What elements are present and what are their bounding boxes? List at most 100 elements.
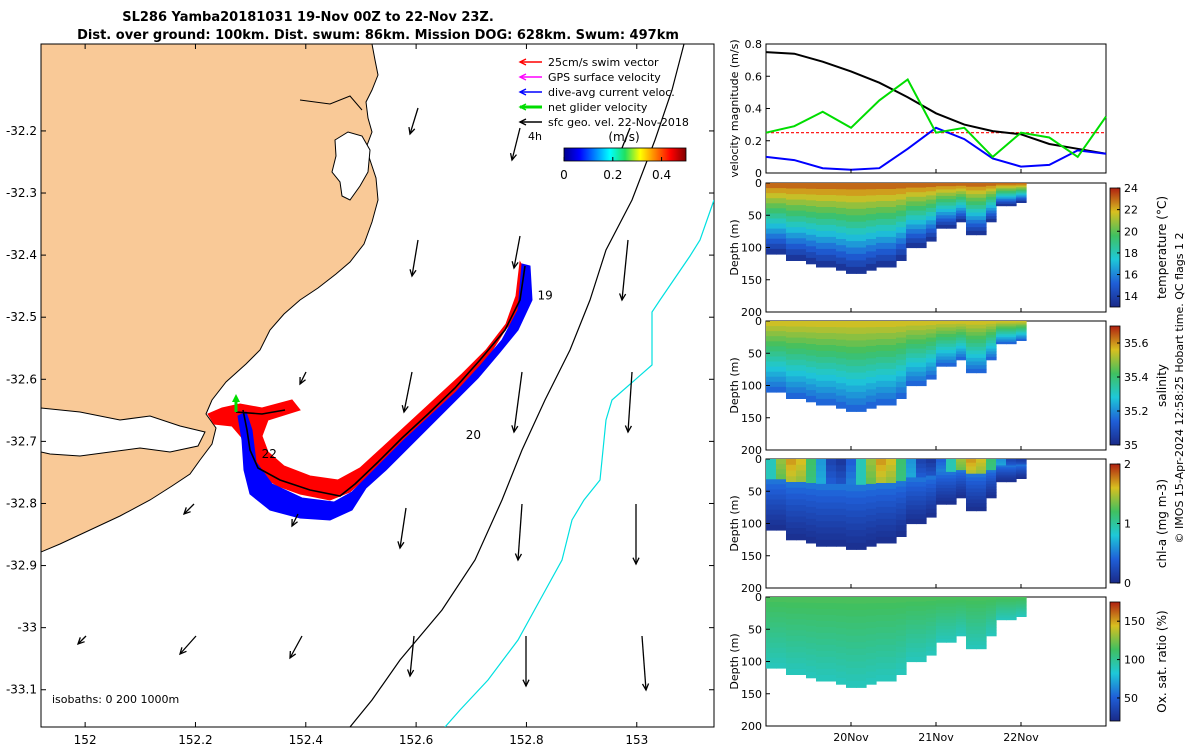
heatmap-cell [786,188,797,195]
heatmap-cell [826,345,837,352]
heatmap-cell [796,205,807,212]
heatmap-cell [826,327,837,334]
heatmap-cell [866,533,877,541]
heatmap-cell [986,334,997,339]
legend-label: GPS surface velocity [548,71,661,84]
heatmap-cell [836,195,847,203]
heatmap-cell [846,622,857,630]
heatmap-cell [926,370,937,376]
heatmap-cell [996,342,1007,345]
geo-velocity-arrow [511,127,521,161]
heatmap-cell [926,362,937,368]
heatmap-cell [846,655,857,663]
heatmap-cell [796,510,807,518]
heatmap-cell [926,492,937,497]
heatmap-cell [946,613,957,617]
heatmap-cell [806,660,817,667]
heatmap-cell [956,348,967,352]
heatmap-cell [846,353,857,361]
heatmap-cell [836,183,847,190]
heatmap-cell [976,615,987,620]
heatmap-cell [906,459,917,465]
heatmap-cell [896,205,907,212]
heatmap-cell [876,236,887,244]
heatmap-cell [886,386,897,394]
heatmap-cell [946,350,957,354]
heatmap-cell [936,183,947,187]
heatmap-cell [766,366,777,373]
velocity-ytick-label: 0.8 [745,38,763,51]
heatmap-cell [836,345,847,353]
heatmap-cell [916,652,927,658]
heatmap-cell [906,339,917,345]
heatmap-cell [896,530,907,537]
heatmap-cell [956,334,967,339]
heatmap-cell [806,530,817,538]
heatmap-cell [866,521,877,528]
heatmap-cell [926,508,937,514]
heatmap-cell [776,341,787,347]
heatmap-cell [986,610,997,615]
heatmap-cell [966,615,977,620]
heatmap-cell [766,361,777,368]
heatmap-cell [936,471,947,476]
heatmap-cell [826,374,837,382]
heatmap-cell [806,223,817,230]
heatmap-cell [886,668,897,676]
heatmap-cell [1016,322,1027,325]
heatmap-cell [806,477,817,484]
heatmap-cell [826,260,837,268]
heatmap-cell [796,326,807,333]
heatmap-cell [856,471,867,479]
heatmap-cell [966,470,977,475]
colorbar-label: Ox. sat. ratio (%) [1155,610,1169,712]
geo-velocity-arrow [399,507,407,549]
heatmap-cell [866,352,877,359]
heatmap-cell [926,236,937,242]
heatmap-cell [1006,475,1017,478]
heatmap-cell [816,374,827,382]
heatmap-cell [966,183,977,188]
heatmap-cell [946,208,957,213]
colorbar-tick-label: 35.2 [1124,405,1149,418]
heatmap-cell [886,609,897,616]
heatmap-cell [876,260,887,268]
heatmap-cell [966,339,977,344]
heatmap-cell [956,196,967,201]
heatmap-cell [906,348,917,354]
heatmap-cell [806,252,817,259]
heatmap-cell [826,615,837,622]
velocity-ytick-label: 0.4 [745,103,763,116]
heatmap-cell [946,619,957,624]
heatmap-cell [866,207,877,215]
heatmap-cell [856,517,867,525]
heatmap-cell [1016,330,1027,333]
heatmap-cell [836,539,847,547]
heatmap-cell [856,465,867,473]
heatmap-cell [886,345,897,352]
heatmap-cell [1016,610,1027,613]
heatmap-cell [956,478,967,482]
current-vector-swath [237,263,533,521]
heatmap-cell [886,536,897,544]
geo-velocity-arrowhead [511,261,519,270]
heatmap-cell [966,466,977,471]
heatmap-cell [946,622,957,627]
heatmap-cell [886,621,897,628]
heatmap-cell [886,218,897,226]
heatmap-cell [796,522,807,529]
heatmap-cell [806,194,817,201]
heatmap-cell [796,381,807,388]
geo-velocity-arrow [183,503,195,515]
heatmap-cell [846,471,857,479]
heatmap-cell [896,464,907,471]
heatmap-cell [926,195,937,201]
heatmap-cell [786,194,797,201]
heatmap-cell [836,477,847,485]
geo-velocity-arrow [299,371,307,385]
heatmap-cell [1016,464,1027,467]
heatmap-cell [786,630,797,637]
heatmap-cell [826,368,837,376]
heatmap-cell [786,597,797,604]
